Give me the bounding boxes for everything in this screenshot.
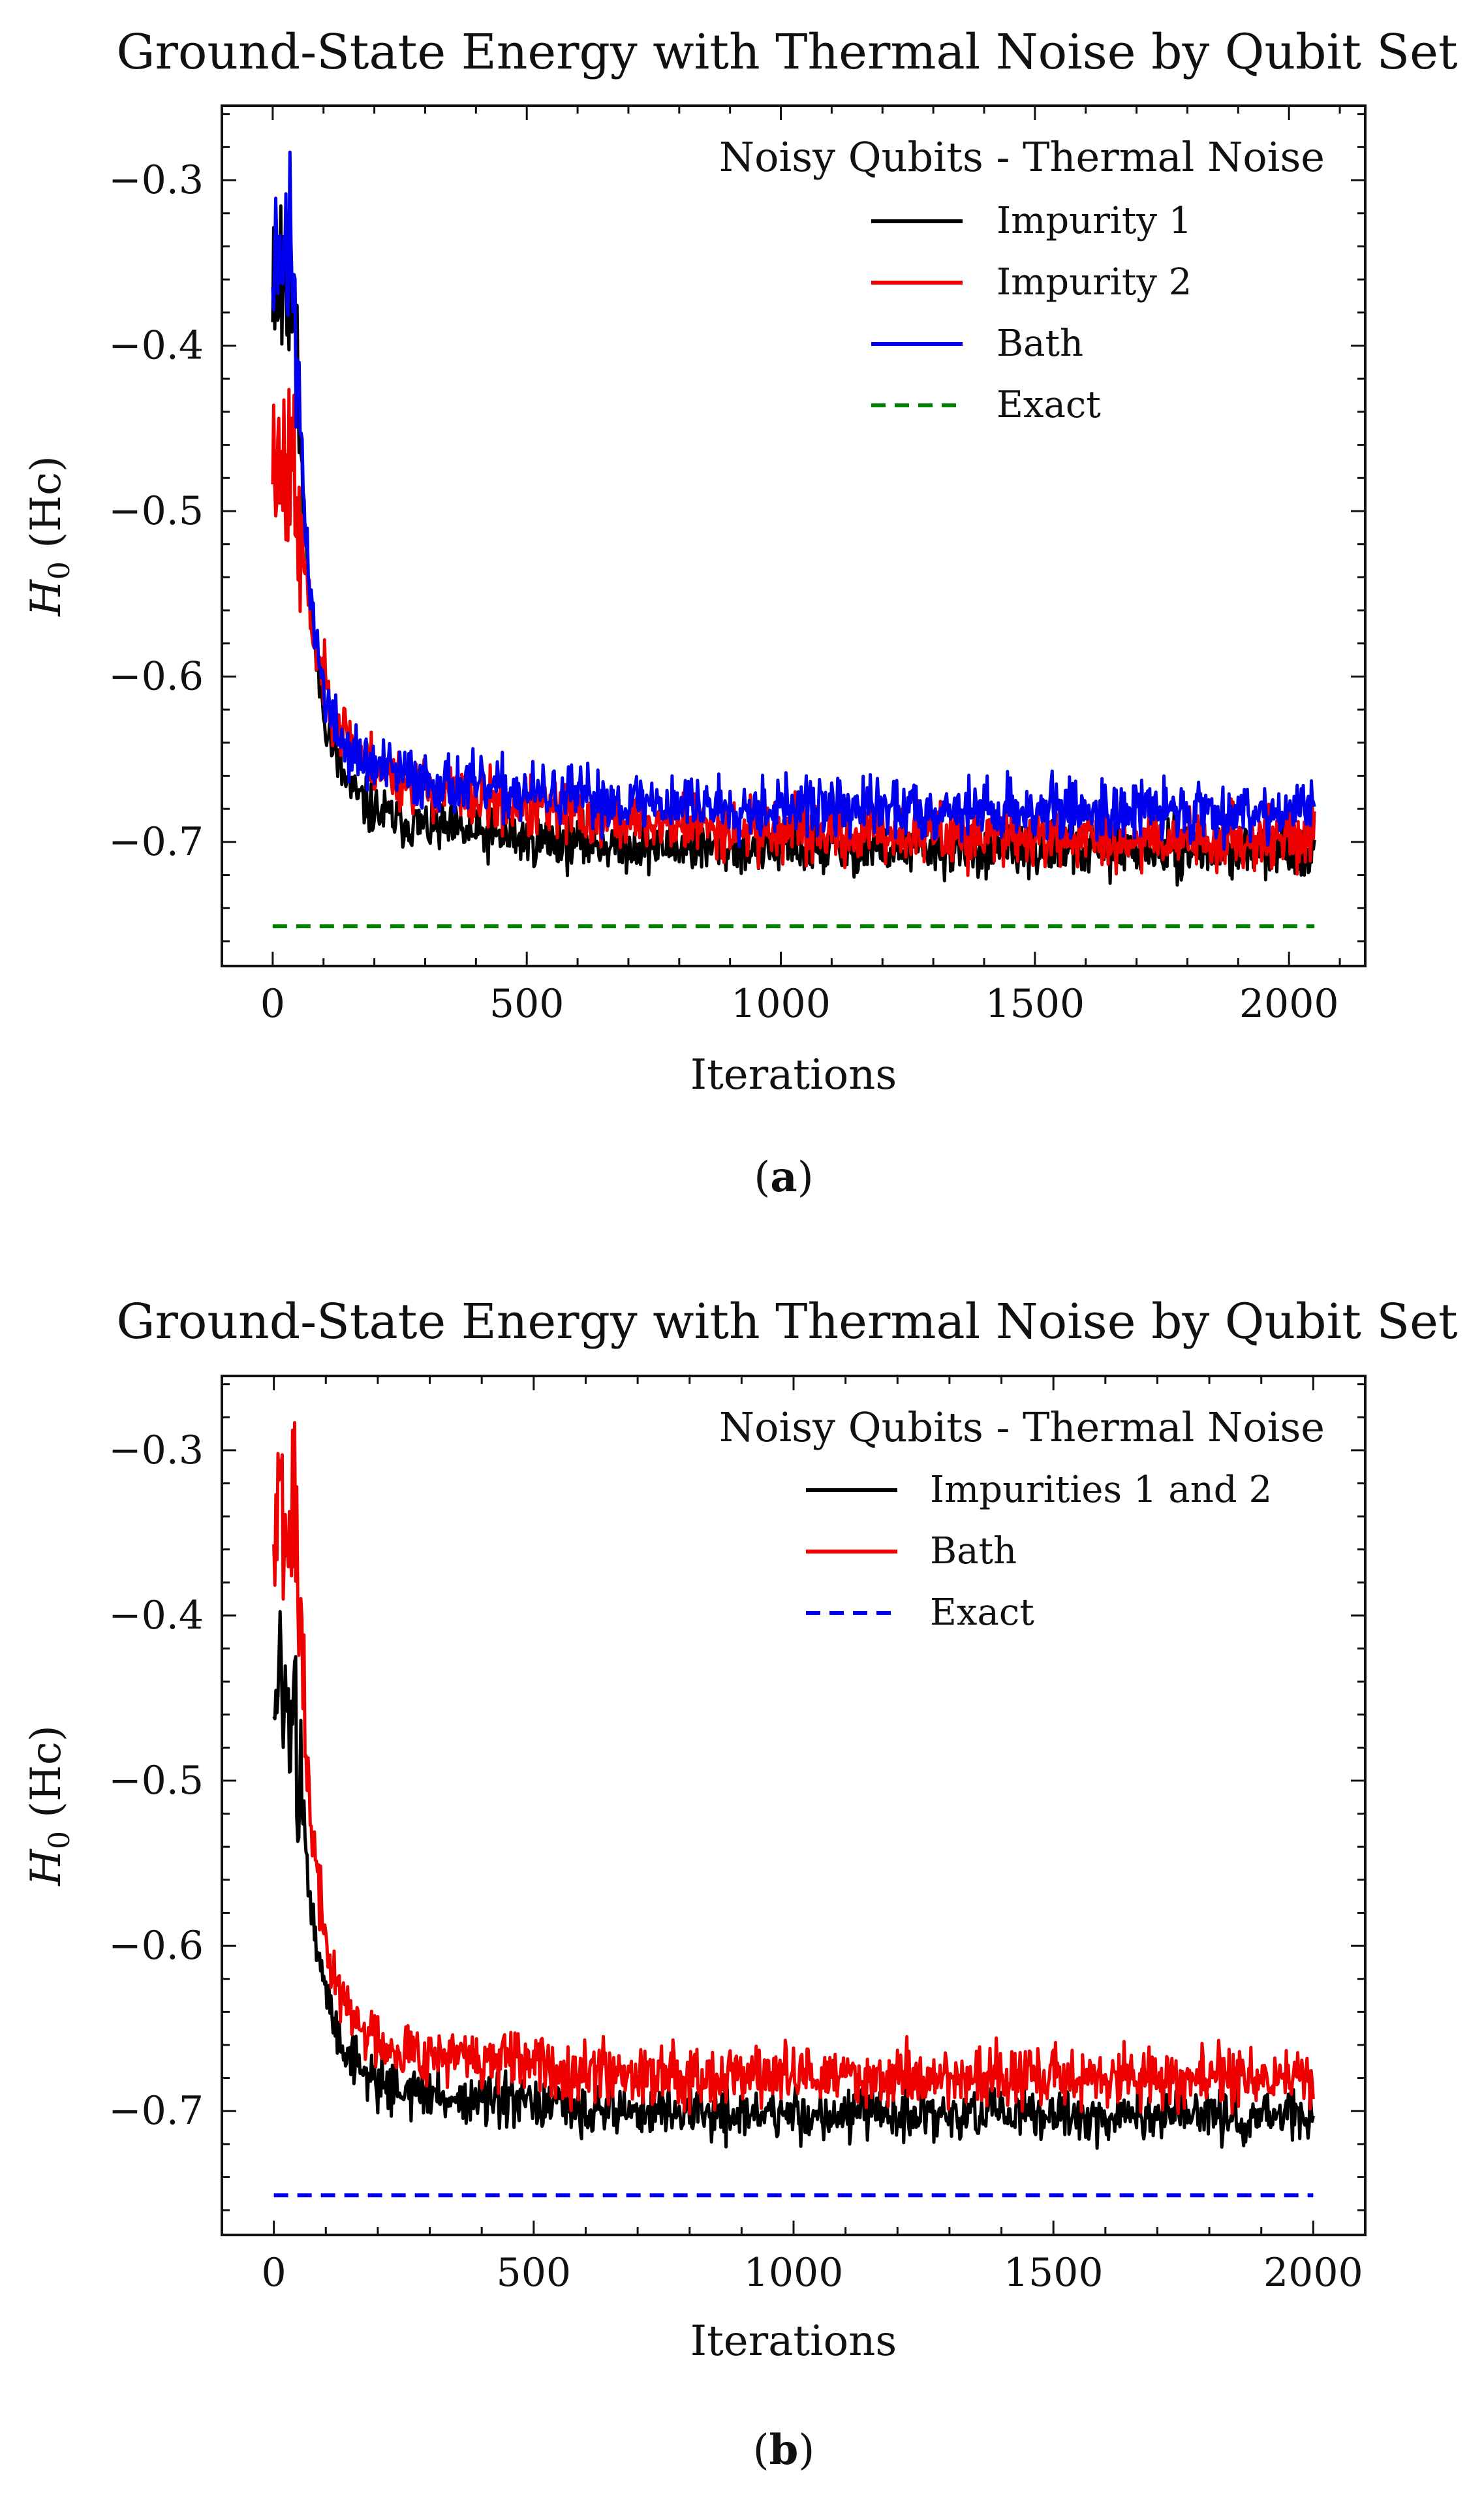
series-line-bath	[272, 1421, 1315, 2115]
y-tick-label: −0.4	[108, 1593, 204, 1638]
legend-entry: Impurities 1 and 2	[930, 1469, 1272, 1511]
legend-entry: Impurity 1	[997, 200, 1192, 242]
y-tick-label: −0.6	[108, 1923, 204, 1969]
y-tick-label: −0.6	[108, 653, 204, 699]
x-tick-label: 2000	[1239, 981, 1339, 1027]
plot-area	[271, 150, 1316, 929]
legend-title: Noisy Qubits - Thermal Noise	[719, 1403, 1325, 1451]
y-tick-label: −0.5	[108, 1758, 204, 1803]
y-tick-label: −0.5	[108, 488, 204, 534]
legend-entry: Bath	[930, 1530, 1017, 1572]
y-axis-label-unit: (Hc)	[22, 456, 70, 561]
chart-title: Ground-State Energy with Thermal Noise b…	[116, 24, 1458, 80]
panel-caption-letter: a	[770, 1153, 797, 1202]
x-tick-label: 1500	[985, 981, 1085, 1027]
plot-area	[272, 1421, 1315, 2198]
x-tick-label: 1000	[731, 981, 831, 1027]
y-tick-label: −0.7	[108, 819, 204, 865]
x-axis: 0 500 1000 1500 2000	[221, 1376, 1367, 2296]
legend-entry: Exact	[930, 1591, 1034, 1634]
y-axis: −0.3 −0.4 −0.5 −0.6 −0.7	[108, 113, 1365, 943]
chart-panel-a: Ground-State Energy with Thermal Noise b…	[22, 24, 1458, 1202]
x-tick-label: 1000	[744, 2250, 844, 2296]
y-tick-label: −0.7	[108, 2088, 204, 2134]
y-axis-label-symbol: H	[22, 1849, 70, 1886]
x-tick-label: 1500	[1004, 2250, 1104, 2296]
x-axis-label: Iterations	[690, 1051, 897, 1099]
y-tick-label: −0.3	[108, 1428, 204, 1473]
legend-entry: Impurity 2	[997, 261, 1192, 304]
y-tick-label: −0.3	[108, 157, 204, 203]
panel-caption: (a)	[754, 1153, 813, 1202]
x-tick-label: 500	[497, 2250, 572, 2296]
legend-entry: Exact	[997, 384, 1101, 426]
y-axis: −0.3 −0.4 −0.5 −0.6 −0.7	[108, 1383, 1365, 2211]
y-axis-label-unit: (Hc)	[22, 1725, 70, 1831]
x-axis-label: Iterations	[690, 2317, 897, 2365]
x-tick-label: 2000	[1263, 2250, 1363, 2296]
y-axis-label: H0 (Hc)	[22, 1725, 76, 1886]
panel-caption-letter: b	[769, 2426, 799, 2475]
legend: Noisy Qubits - Thermal Noise Impurities 1…	[719, 1403, 1325, 1634]
y-axis-label-subscript: 0	[43, 561, 76, 580]
legend-entry: Bath	[997, 322, 1083, 365]
plot-frame	[221, 104, 1367, 967]
y-axis-label: H0 (Hc)	[22, 456, 76, 617]
x-tick-label: 0	[260, 981, 285, 1027]
y-tick-label: −0.4	[108, 323, 204, 369]
series-line-bath	[271, 150, 1316, 851]
x-tick-label: 0	[262, 2250, 286, 2296]
legend: Noisy Qubits - Thermal Noise Impurity 1 Im…	[719, 133, 1325, 426]
panel-caption: (b)	[753, 2426, 815, 2475]
y-axis-label-symbol: H	[22, 579, 70, 617]
chart-title: Ground-State Energy with Thermal Noise b…	[116, 1294, 1458, 1350]
x-tick-label: 500	[489, 981, 564, 1027]
legend-title: Noisy Qubits - Thermal Noise	[719, 133, 1325, 181]
y-axis-label-subscript: 0	[43, 1831, 76, 1849]
x-axis: 0 500 1000 1500 2000	[221, 106, 1341, 1027]
chart-panel-b: Ground-State Energy with Thermal Noise b…	[22, 1294, 1458, 2475]
